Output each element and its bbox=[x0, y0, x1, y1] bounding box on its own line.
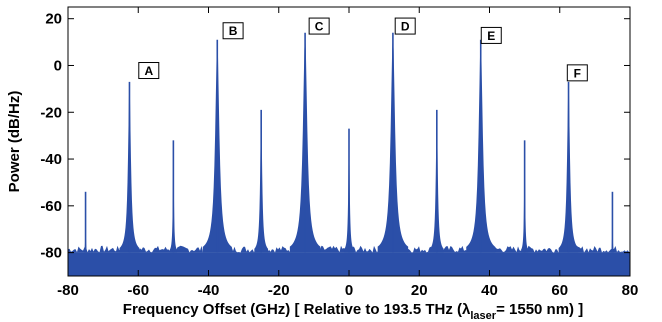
peak-label-text-5: F bbox=[574, 66, 581, 80]
peak-label-text-1: B bbox=[229, 24, 238, 38]
peak-label-text-3: D bbox=[401, 20, 410, 34]
x-tick-label-3: -20 bbox=[268, 282, 290, 299]
x-axis-label-subscript: laser bbox=[470, 310, 496, 322]
peak-label-f: F bbox=[566, 64, 588, 82]
y-tick-label-3: -20 bbox=[40, 104, 62, 121]
y-tick-label-5: 20 bbox=[45, 11, 62, 28]
x-axis-label-tail: = 1550 nm) ] bbox=[496, 301, 583, 318]
peak-label-box-5 bbox=[566, 64, 588, 82]
x-axis-label-main: Frequency Offset (GHz) [ Relative to 193… bbox=[123, 301, 462, 318]
y-tick-label-0: -80 bbox=[40, 245, 62, 262]
peak-label-text-0: A bbox=[144, 64, 153, 78]
y-tick-label-1: -60 bbox=[40, 198, 62, 215]
peak-label-box-2 bbox=[308, 17, 330, 35]
x-tick-label-8: 80 bbox=[622, 282, 639, 299]
labels: Power (dB/Hz) Frequency Offset (GHz) [ R… bbox=[6, 91, 583, 322]
peak-label-box-3 bbox=[394, 17, 416, 35]
peak-label-e: E bbox=[480, 26, 502, 44]
x-tick-label-2: -40 bbox=[198, 282, 220, 299]
x-tick-label-5: 20 bbox=[411, 282, 428, 299]
peak-label-d: D bbox=[394, 17, 416, 35]
y-tick-label-4: 0 bbox=[54, 57, 62, 74]
axes: -80 -60 -40 -20 0 20 40 60 80 -80 -60 -40 -20 0 20 A B C D… bbox=[40, 6, 639, 299]
peak-label-b: B bbox=[222, 22, 244, 40]
peak-label-box-4 bbox=[480, 26, 502, 44]
x-axis-label: Frequency Offset (GHz) [ Relative to 193… bbox=[123, 301, 583, 322]
y-tick-label-2: -40 bbox=[40, 151, 62, 168]
peak-label-text-4: E bbox=[487, 29, 495, 43]
peak-label-text-2: C bbox=[315, 20, 324, 34]
x-tick-label-0: -80 bbox=[57, 282, 79, 299]
y-axis-label: Power (dB/Hz) bbox=[6, 91, 23, 193]
peak-label-c: C bbox=[308, 17, 330, 35]
x-tick-label-7: 60 bbox=[551, 282, 568, 299]
peak-label-box-1 bbox=[222, 22, 244, 40]
x-tick-label-6: 40 bbox=[481, 282, 498, 299]
x-tick-label-4: 0 bbox=[345, 282, 353, 299]
x-axis-label-lambda: λ bbox=[462, 301, 471, 318]
peak-label-a: A bbox=[138, 62, 160, 80]
x-tick-label-1: -60 bbox=[127, 282, 149, 299]
peak-label-box-0 bbox=[138, 62, 160, 80]
